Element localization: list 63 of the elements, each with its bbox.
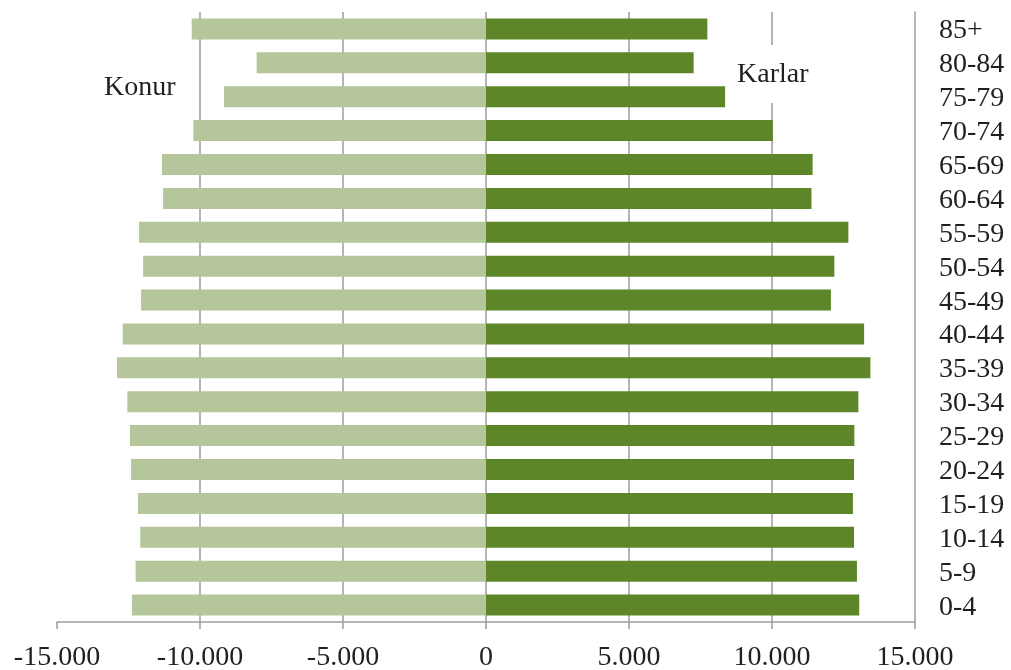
bar bbox=[135, 560, 486, 582]
y-tick-label: 5-9 bbox=[939, 555, 977, 587]
y-tick-label: 35-39 bbox=[939, 352, 1005, 384]
bar bbox=[486, 289, 831, 311]
bar bbox=[256, 52, 486, 74]
bar bbox=[486, 526, 855, 548]
bar bbox=[127, 391, 486, 413]
bar bbox=[486, 153, 813, 176]
y-tick-label: 60-64 bbox=[939, 182, 1005, 214]
bar bbox=[486, 391, 859, 413]
bar bbox=[193, 120, 486, 142]
y-tick-label: 65-69 bbox=[939, 149, 1005, 180]
bar bbox=[139, 221, 486, 243]
bar bbox=[486, 560, 857, 582]
y-tick-label: 70-74 bbox=[939, 115, 1005, 147]
y-tick-label: 25-29 bbox=[939, 420, 1005, 452]
bar bbox=[486, 492, 853, 514]
bar bbox=[486, 187, 812, 209]
bar bbox=[131, 458, 486, 481]
bar bbox=[163, 187, 486, 209]
y-tick-label: 55-59 bbox=[939, 216, 1005, 248]
x-tick-label: 10.000 bbox=[733, 639, 811, 670]
x-tick-label: -10.000 bbox=[156, 639, 244, 670]
bar bbox=[131, 594, 486, 616]
bar bbox=[486, 594, 860, 616]
bar bbox=[141, 289, 486, 311]
series-label: Konur bbox=[104, 69, 177, 101]
y-tick-label: 15-19 bbox=[939, 487, 1005, 519]
bar bbox=[191, 18, 486, 40]
x-tick-label: 0 bbox=[479, 639, 493, 670]
bar bbox=[486, 221, 849, 243]
bar bbox=[140, 526, 486, 548]
series-label: Karlar bbox=[737, 56, 810, 88]
bar bbox=[486, 18, 708, 40]
bar bbox=[486, 357, 871, 379]
bar bbox=[486, 52, 694, 74]
y-tick-label: 30-34 bbox=[939, 386, 1005, 418]
bar bbox=[143, 255, 486, 277]
bar bbox=[161, 153, 486, 176]
bar bbox=[122, 323, 486, 345]
y-tick-label: 40-44 bbox=[939, 318, 1005, 350]
bar bbox=[486, 255, 835, 277]
x-tick-label: 15.000 bbox=[876, 639, 954, 670]
x-tick-label: -15.000 bbox=[13, 639, 101, 670]
bar bbox=[486, 120, 773, 142]
y-tick-label: 0-4 bbox=[939, 589, 977, 621]
bar bbox=[486, 425, 855, 447]
bar bbox=[224, 86, 486, 108]
y-tick-label: 50-54 bbox=[939, 250, 1005, 282]
bar bbox=[486, 458, 855, 481]
bar bbox=[486, 86, 726, 108]
y-tick-label: 20-24 bbox=[939, 454, 1005, 485]
y-tick-label: 85+ bbox=[939, 13, 983, 45]
y-tick-label: 10-14 bbox=[939, 521, 1005, 553]
x-tick-label: 5.000 bbox=[597, 639, 661, 670]
bar bbox=[129, 425, 486, 447]
y-tick-label: 45-49 bbox=[939, 284, 1005, 316]
x-tick-label: -5.000 bbox=[306, 639, 380, 670]
bar bbox=[137, 492, 486, 514]
y-tick-label: 80-84 bbox=[939, 47, 1005, 79]
y-tick-label: 75-79 bbox=[939, 81, 1005, 113]
bar bbox=[117, 357, 486, 379]
bar bbox=[486, 323, 865, 345]
